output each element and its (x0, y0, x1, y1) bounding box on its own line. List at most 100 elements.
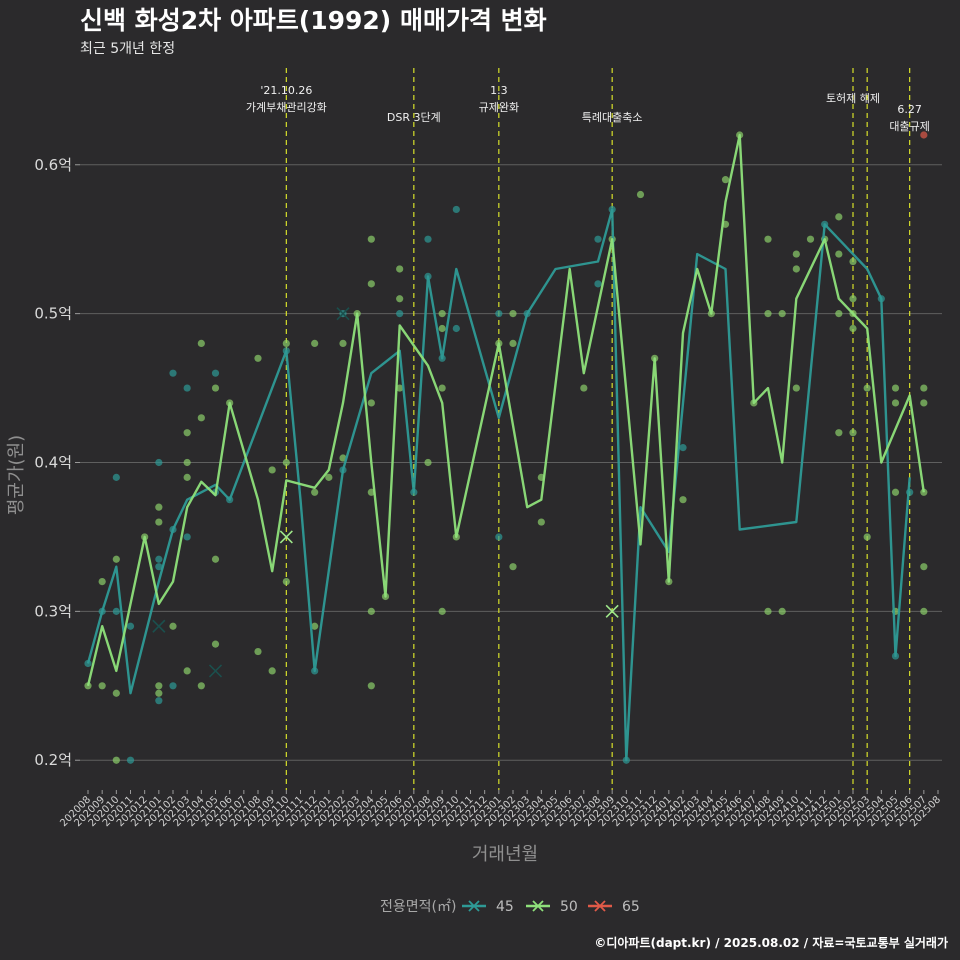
scatter-point-50 (679, 496, 687, 504)
scatter-point-50 (282, 458, 290, 467)
scatter-point-50 (211, 384, 220, 392)
scatter-point-50 (169, 622, 177, 630)
chart-title: 신백 화성2차 아파트(1992) 매매가격 변화 (80, 6, 547, 35)
scatter-point-50 (835, 250, 843, 258)
scatter-point-50 (920, 563, 928, 571)
scatter-point-50 (197, 339, 205, 348)
x-axis-title: 거래년월 (472, 844, 538, 865)
scatter-point-45 (169, 369, 177, 377)
scatter-point-50 (920, 384, 928, 392)
scatter-point-45 (155, 555, 163, 563)
scatter-point-45 (594, 235, 602, 243)
series-line-50 (86, 133, 925, 687)
scatter-point-50 (183, 429, 191, 437)
scatter-point-50 (891, 488, 900, 496)
event-label: 6.27 (897, 103, 922, 116)
scatter-point-50 (112, 555, 120, 563)
chart-caption: ©디아파트(dapt.kr) / 2025.08.02 / 자료=국토교통부 실… (594, 935, 948, 950)
event-label: 대출규제 (889, 120, 929, 133)
cross-marker-50 (279, 530, 293, 544)
scatter-point-50 (764, 235, 772, 243)
scatter-point-50 (438, 324, 446, 333)
scatter-point-50 (849, 257, 857, 266)
scatter-point-50 (396, 265, 404, 273)
scatter-point-50 (580, 384, 588, 392)
scatter-point-50 (268, 667, 276, 675)
scatter-point-45 (211, 369, 220, 377)
event-label: 규제완화 (479, 101, 519, 114)
event-label: '21.10.26 (260, 84, 312, 97)
scatter-point-50 (155, 518, 163, 526)
scatter-point-50 (183, 667, 191, 675)
scatter-point-50 (721, 176, 730, 184)
scatter-point-45 (169, 682, 177, 690)
scatter-point-45 (679, 444, 687, 452)
scatter-point-50 (211, 640, 220, 648)
scatter-point-50 (891, 399, 900, 407)
scatter-point-50 (254, 354, 262, 362)
scatter-point-50 (367, 399, 375, 407)
scatter-point-50 (112, 756, 120, 764)
scatter-point-45 (126, 756, 135, 764)
scatter-point-50 (835, 429, 843, 437)
scatter-point-45 (155, 697, 163, 705)
scatter-point-50 (438, 310, 446, 318)
scatter-point-45 (452, 205, 460, 214)
scatter-point-45 (424, 235, 432, 243)
scatter-point-50 (98, 682, 106, 690)
scatter-point-45 (495, 533, 503, 541)
scatter-point-50 (396, 295, 404, 303)
y-tick-label: 0.6억 (34, 156, 72, 174)
scatter-point-50 (367, 235, 375, 243)
scatter-point-50 (311, 622, 319, 630)
scatter-point-50 (98, 577, 106, 586)
scatter-point-50 (849, 324, 857, 333)
scatter-point-50 (268, 466, 276, 474)
scatter-point-50 (424, 458, 432, 467)
scatter-point-45 (495, 310, 503, 318)
scatter-point-50 (197, 414, 205, 422)
scatter-point-50 (792, 265, 800, 273)
series-line-45 (86, 208, 911, 762)
scatter-point-50 (891, 384, 900, 392)
scatter-point-50 (509, 563, 517, 571)
event-label: 특례대출축소 (582, 111, 643, 124)
event-label: DSR 3단계 (387, 111, 441, 124)
x-axis-ticks: 2020082020092020102020112020122021012021… (58, 790, 943, 829)
cross-marker-45 (152, 619, 166, 633)
scatter-point-50 (806, 235, 815, 243)
scatter-point-50 (835, 310, 843, 318)
scatter-point-50 (438, 607, 446, 615)
scatter-point-45 (126, 622, 135, 630)
scatter-point-50 (537, 518, 545, 526)
scatter-point-45 (112, 607, 120, 615)
line-layer (86, 133, 925, 762)
scatter-point-50 (282, 339, 290, 348)
scatter-point-50 (254, 647, 262, 656)
scatter-point-50 (509, 310, 517, 318)
scatter-point-45 (155, 563, 163, 571)
scatter-point-50 (183, 458, 191, 467)
scatter-point-50 (764, 310, 772, 318)
scatter-point-50 (863, 533, 871, 541)
scatter-point-45 (183, 533, 191, 541)
scatter-point-50 (863, 384, 871, 392)
scatter-point-50 (920, 607, 928, 615)
y-axis-title: 평균가(원) (6, 435, 27, 515)
scatter-point-50 (849, 295, 857, 303)
scatter-point-45 (396, 310, 404, 318)
scatter-point-50 (849, 429, 857, 437)
event-label: 토허제 해제 (826, 91, 880, 105)
event-label: 1.3 (490, 84, 508, 97)
cross-layer (152, 307, 619, 678)
y-tick-label: 0.5억 (34, 305, 72, 323)
y-tick-label: 0.2억 (34, 751, 72, 769)
scatter-point-50 (396, 384, 404, 392)
scatter-point-50 (155, 689, 163, 697)
scatter-point-45 (112, 473, 120, 481)
scatter-point-50 (835, 213, 843, 221)
cross-marker-50 (605, 604, 619, 618)
